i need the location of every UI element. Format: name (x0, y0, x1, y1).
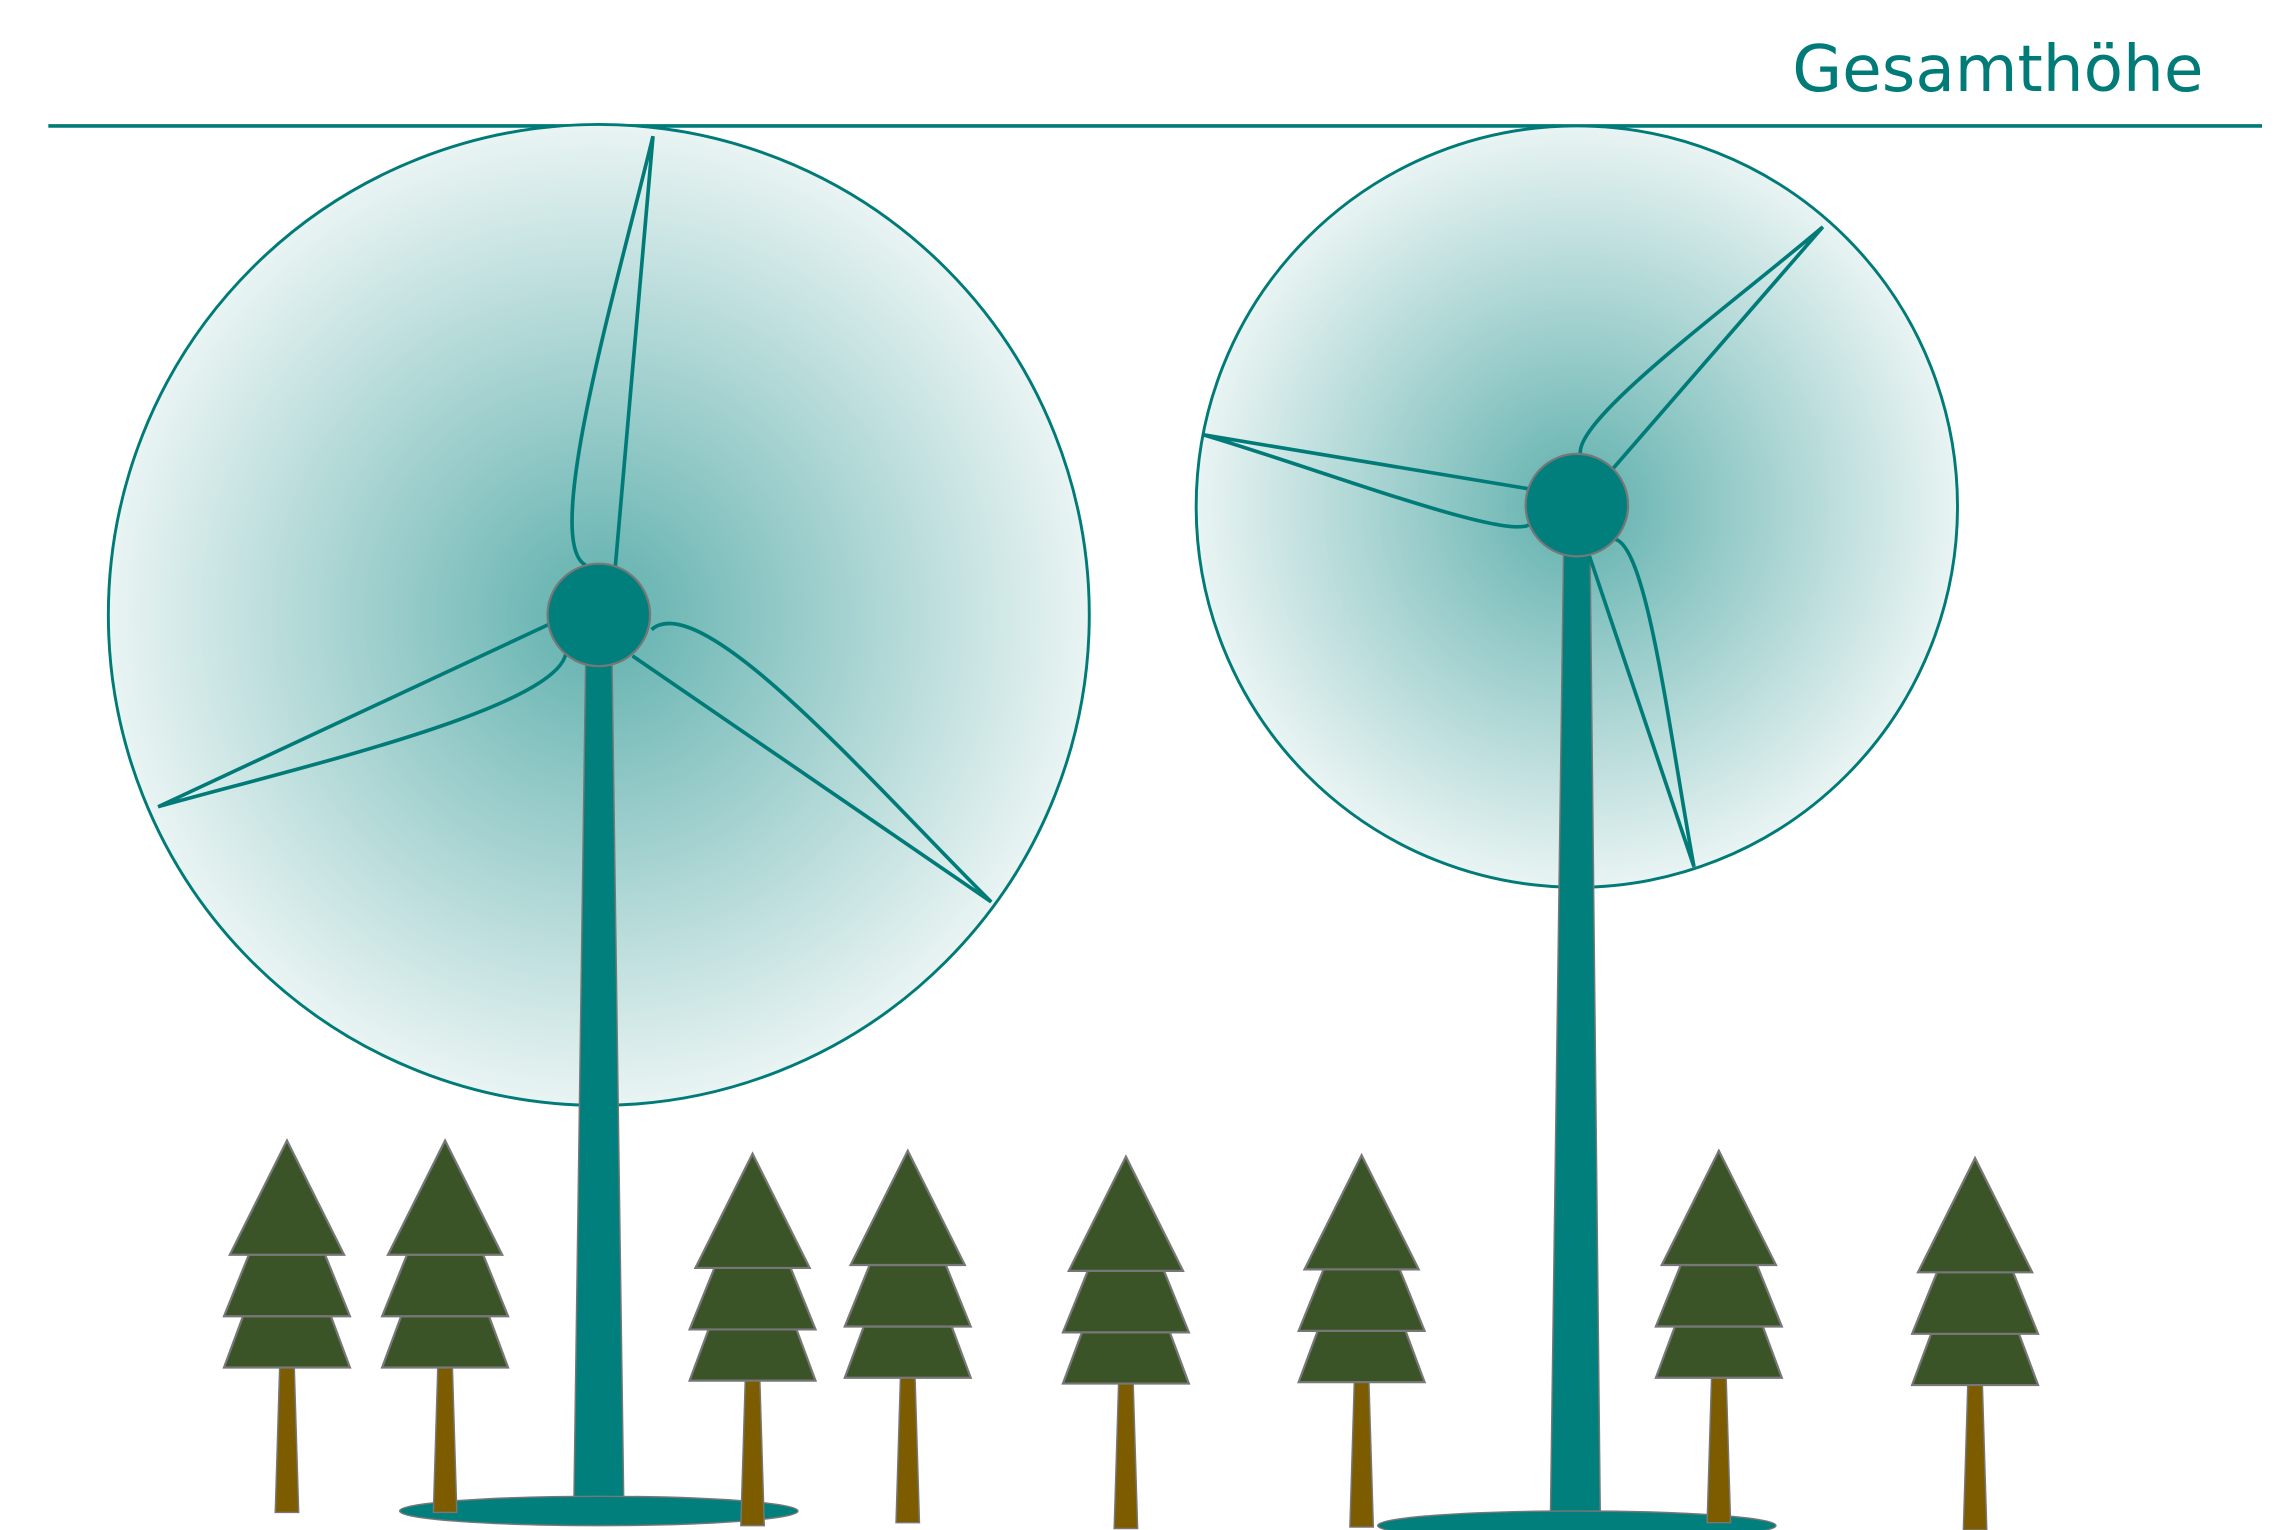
tree-tier (230, 1141, 344, 1255)
trees (224, 1141, 2038, 1530)
tree-tier (388, 1141, 502, 1255)
tree-tier (1656, 1265, 1782, 1326)
tree-tier (1063, 1271, 1189, 1332)
tree-trunk (896, 1378, 919, 1523)
tree-tier (695, 1154, 809, 1268)
tree-tier (690, 1329, 816, 1380)
tree-trunk (433, 1367, 456, 1512)
tree-trunk (1114, 1384, 1137, 1529)
tree-trunk (1350, 1382, 1373, 1527)
tree-tier (382, 1316, 508, 1367)
tree-tier (1305, 1155, 1419, 1269)
tree-tier (1662, 1151, 1776, 1265)
tree-tier (224, 1255, 350, 1316)
tree-tier (382, 1255, 508, 1316)
tree-trunk (1707, 1378, 1730, 1523)
tree-tier (224, 1316, 350, 1367)
tree-trunk (1963, 1385, 1986, 1530)
tree-tier (845, 1326, 971, 1377)
tree-tier (1912, 1272, 2038, 1333)
tree-tier (690, 1268, 816, 1329)
tree-tier (851, 1151, 965, 1265)
tree-tier (1656, 1326, 1782, 1377)
tree-trunk (741, 1381, 764, 1526)
tree-tier (1299, 1331, 1425, 1382)
tree-tier (1069, 1157, 1183, 1271)
tree-tier (1063, 1332, 1189, 1383)
tree-trunk (275, 1367, 298, 1512)
tree-tier (1918, 1158, 2032, 1272)
tree-tier (845, 1265, 971, 1326)
page: {"label": "Gesamthöhe"} Gesamthöhe (() =… (0, 0, 2284, 1530)
height-label: Gesamthöhe (1792, 32, 2203, 107)
tree-tier (1299, 1269, 1425, 1330)
tree-tier (1912, 1334, 2038, 1385)
wind-turbine-diagram: Gesamthöhe (0, 0, 2284, 1530)
